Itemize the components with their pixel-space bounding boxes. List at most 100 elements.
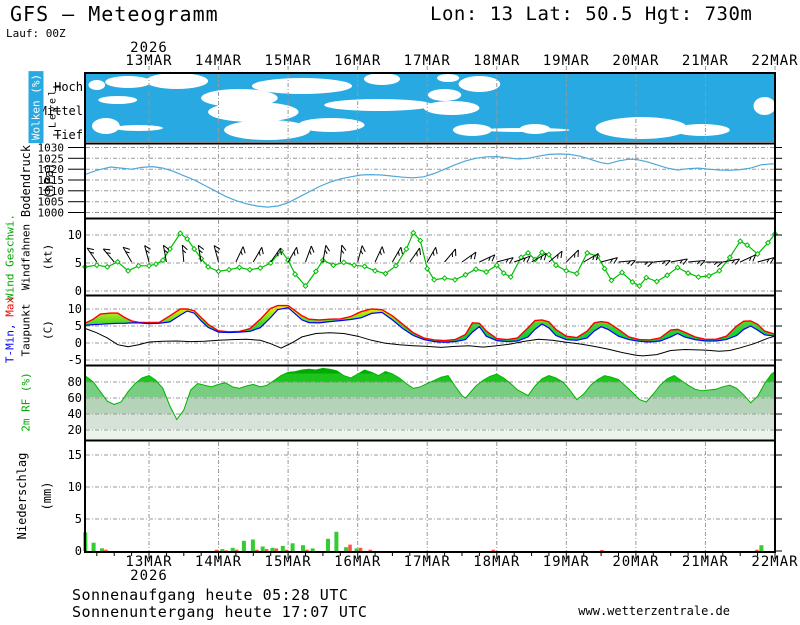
wind-marker (152, 261, 159, 268)
precip-bar-green (250, 539, 255, 551)
wind-barb-staff (162, 245, 167, 263)
wind-marker (340, 259, 347, 266)
wind-barb-staff (144, 245, 150, 263)
wind-barb-feather (644, 261, 649, 266)
precip-tick-label: 0 (75, 544, 82, 558)
wind-marker (716, 267, 723, 274)
wind-barbs (86, 244, 775, 268)
wind-barb-feather (560, 251, 563, 259)
temp-line-taupunkt (84, 327, 776, 357)
wind-marker (215, 268, 222, 275)
wind-marker (166, 245, 173, 253)
wind-barb-staff (357, 245, 363, 263)
wind-barb-staff (514, 255, 531, 263)
wind-marker (125, 267, 132, 274)
precip-bar-green (91, 542, 96, 551)
precip-bar-green (260, 546, 265, 551)
clouds-axis-label: Wolken (%) (28, 70, 44, 144)
wind-barb-feather (665, 260, 671, 267)
date-label-bottom: 15MAR (265, 554, 312, 570)
date-label-bottom: 17MAR (404, 554, 451, 570)
date-label-top: 15MAR (265, 53, 312, 69)
wind-barb-feather (557, 254, 559, 259)
wind-marker (695, 273, 702, 281)
precip-tick-label: 10 (68, 480, 82, 494)
wind-marker (573, 270, 580, 277)
wind-barb-feather (400, 247, 403, 255)
date-label-bottom: 21MAR (682, 554, 729, 570)
date-label-bottom: 20MAR (612, 554, 659, 570)
wind-barb-staff (426, 247, 437, 263)
wind-markers (81, 229, 779, 290)
wind-marker (424, 265, 431, 272)
cloud-gap (251, 78, 353, 94)
wind-marker (462, 271, 469, 278)
wind-barb-feather (261, 247, 264, 255)
wind-marker (225, 266, 233, 273)
pressure-unit-label: (hPa) (42, 162, 56, 200)
wind-barb-feather (491, 254, 496, 262)
date-label-bottom: 16MAR (334, 554, 381, 570)
cloud-gap (297, 118, 365, 132)
wind-marker (135, 262, 142, 269)
wind-marker (754, 250, 761, 258)
date-label-top: 13MAR (125, 53, 172, 69)
precip-bar-red (600, 550, 604, 551)
wind-marker (764, 239, 772, 246)
wind-barb-staff (618, 260, 636, 263)
wind-barb-feather (397, 251, 400, 256)
cloud-gap (595, 117, 688, 139)
wind-marker (552, 262, 559, 269)
wind-barb-feather (416, 252, 418, 257)
date-label-top: 14MAR (195, 53, 242, 69)
wind-barb-feather (523, 257, 526, 262)
wind-barb-feather (277, 252, 279, 257)
wind-barb-feather (106, 252, 111, 254)
wind-marker (114, 258, 121, 265)
cloud-gap (674, 124, 730, 136)
cloud-gap (753, 97, 774, 115)
wind-barb-feather (713, 261, 718, 266)
wind-barb-feather (242, 246, 246, 254)
rf-tick-label: 20 (68, 423, 82, 437)
precip-bar-green (280, 545, 285, 551)
precip-bar-red (255, 549, 259, 551)
wind-marker (636, 282, 643, 290)
wind-barb-staff (479, 254, 496, 263)
wind-barb-staff (444, 248, 456, 263)
wind-barb-feather (630, 260, 636, 267)
precip-bar-green (100, 548, 104, 551)
precip-bar-red (234, 549, 239, 551)
precip-bar-red (305, 549, 309, 551)
wind-barb-feather (309, 250, 312, 255)
run-label: Lauf: 00Z (6, 27, 66, 40)
wind-barb-feather (182, 249, 187, 254)
wind-marker (608, 277, 615, 284)
pressure-tick-label: 1000 (38, 207, 65, 220)
wind-barb-feather (488, 256, 491, 261)
wind-barb-staff (391, 247, 402, 263)
rf-line (84, 367, 776, 421)
rf-tick-label: 80 (68, 375, 82, 389)
year-label-top: 2026 (130, 40, 168, 56)
wind-barb-staff (688, 260, 706, 263)
wind-marker (584, 249, 591, 256)
pressure-tick-label: 1015 (38, 174, 65, 187)
page-title: GFS — Meteogramm (10, 2, 219, 26)
wind-barb-feather (432, 251, 435, 256)
pressure-tick-label: 1020 (38, 163, 65, 176)
wind-barb-feather (145, 249, 150, 254)
wind-barb-staff (496, 257, 514, 263)
wind-marker (431, 276, 438, 283)
wind-barb-feather (662, 260, 666, 265)
wind-marker (643, 274, 650, 281)
wind-barb-feather (360, 250, 364, 255)
wind-marker (507, 273, 514, 281)
wind-marker (500, 270, 507, 277)
wind-marker (483, 268, 490, 276)
cloud-gap (324, 99, 433, 111)
temp-min-label: T-Min, (3, 323, 17, 364)
wind-barb-feather (86, 247, 95, 251)
precip-bar-green (310, 548, 315, 551)
